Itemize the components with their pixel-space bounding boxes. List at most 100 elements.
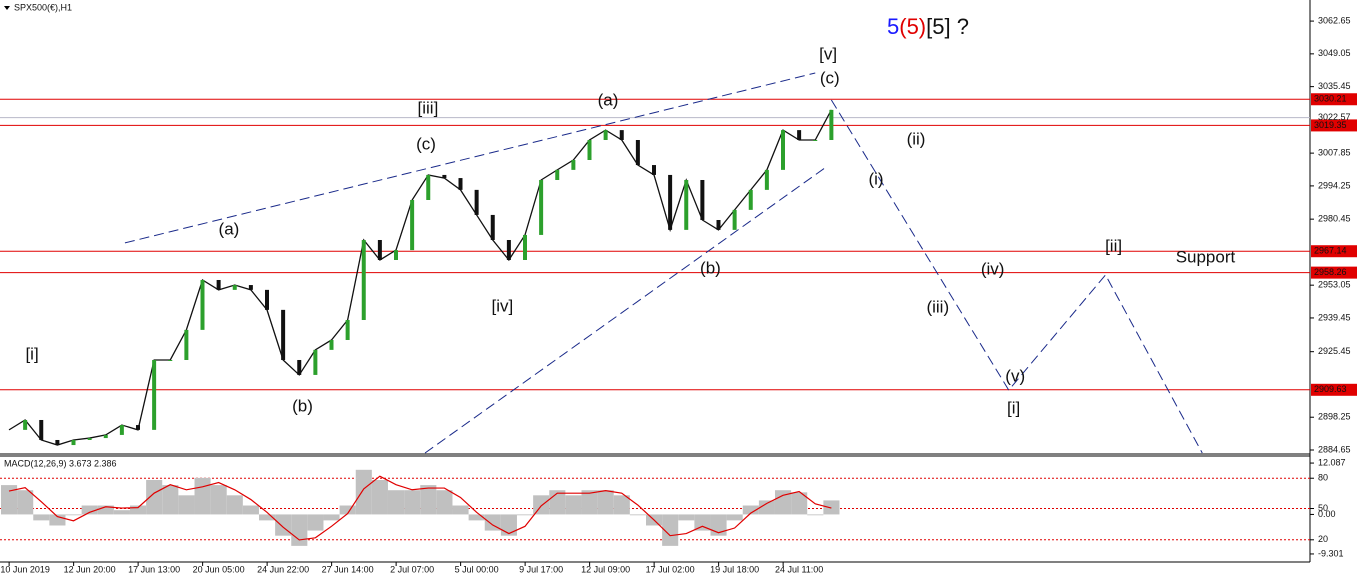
macd-bar [758, 500, 775, 515]
price-bar [700, 179, 705, 220]
price-bar [458, 178, 463, 190]
price-bar [748, 189, 753, 210]
level-label: 2909.63 [1314, 384, 1347, 394]
price-bar [813, 139, 818, 141]
macd-bar [710, 514, 727, 536]
price-bar [539, 179, 544, 235]
headline-part: 5 [887, 14, 899, 39]
macd-bar [404, 490, 421, 515]
price-bar [377, 239, 382, 260]
x-tick-label: 12 Jun 20:00 [64, 564, 116, 574]
price-bar [87, 438, 92, 440]
wave-label: (c) [416, 135, 436, 154]
macd-bar [275, 514, 292, 536]
symbol-title: SPX500(€),H1 [14, 2, 72, 12]
price-bar [410, 199, 415, 251]
wave-label: (v) [1005, 366, 1025, 385]
macd-bar [146, 480, 163, 515]
y-tick-label: 12.087 [1318, 457, 1346, 467]
price-bar [119, 425, 124, 435]
macd-bar [113, 510, 130, 515]
y-tick-label: 0.00 [1318, 509, 1336, 519]
macd-bar [678, 514, 695, 521]
price-bar [442, 174, 447, 179]
x-tick-label: 2 Jul 07:00 [390, 564, 434, 574]
wave-label: (b) [292, 396, 313, 415]
macd-bar [210, 485, 227, 515]
y-tick-label: 3035.45 [1318, 81, 1351, 91]
y-tick-label: 3007.85 [1318, 148, 1351, 158]
macd-bar [162, 485, 179, 515]
y-tick-label: 2994.25 [1318, 180, 1351, 190]
macd-bar [823, 500, 840, 515]
price-bar [603, 130, 608, 140]
forecast-path [830, 99, 1203, 454]
macd-bar [371, 480, 388, 515]
wave-label: Support [1176, 248, 1236, 267]
y-tick-label: 3049.05 [1318, 48, 1351, 58]
macd-bar [436, 490, 453, 515]
level-label: 3030.21 [1314, 94, 1347, 104]
level-label-box [1311, 93, 1357, 106]
macd-bar [468, 514, 485, 521]
y-tick-label: 20 [1318, 534, 1328, 544]
wave-label: (a) [219, 220, 240, 239]
wave-label: (c) [820, 69, 840, 88]
price-bar [764, 169, 769, 190]
price-bar [345, 319, 350, 340]
wave-label: (iii) [926, 297, 949, 316]
price-bar [394, 250, 398, 260]
macd-bar [694, 514, 711, 531]
macd-bar [597, 490, 614, 515]
price-bar [55, 439, 60, 446]
macd-bar [178, 495, 195, 515]
x-tick-label: 17 Jun 13:00 [128, 564, 180, 574]
macd-bar [339, 505, 356, 515]
wave-label: [i] [25, 344, 38, 363]
macd-bar [242, 505, 259, 515]
macd-bar [420, 485, 437, 515]
price-bar [71, 439, 76, 446]
macd-bar [500, 514, 517, 536]
y-tick-label: 80 [1318, 473, 1328, 483]
x-tick-label: 9 Jul 17:00 [519, 564, 563, 574]
macd-bar [533, 495, 550, 515]
x-tick-label: 24 Jun 22:00 [257, 564, 309, 574]
price-bar [426, 174, 431, 200]
price-bar [184, 329, 189, 360]
macd-bar [1, 485, 18, 515]
wave-label: [iv] [492, 296, 514, 315]
trendline [424, 167, 826, 454]
price-bar [474, 189, 479, 215]
symbol-menu-icon [4, 6, 10, 10]
macd-bar [49, 514, 66, 526]
y-tick-label: 50 [1318, 503, 1328, 513]
macd-bar [726, 514, 743, 521]
price-bar [587, 139, 592, 160]
macd-bar [613, 495, 630, 515]
macd-bar [130, 505, 147, 515]
current-price-label: 3022.57 [1318, 112, 1351, 122]
price-bar [829, 109, 834, 140]
x-tick-label: 24 Jul 11:00 [775, 564, 823, 574]
level-label-box [1311, 119, 1357, 132]
wave-label: (iv) [981, 259, 1005, 278]
wave-label: [i] [1007, 398, 1020, 417]
signal-line [8, 475, 832, 541]
price-bar [571, 159, 576, 170]
macd-bar [97, 505, 114, 515]
price-bar [732, 209, 737, 230]
price-bar [39, 419, 44, 440]
macd-bar [323, 514, 340, 521]
macd-bar [581, 490, 598, 515]
macd-bar [355, 469, 372, 515]
price-bar [716, 219, 721, 230]
price-bar [555, 169, 560, 180]
price-bar [265, 289, 269, 310]
price-bar [506, 239, 511, 260]
price-bar [248, 285, 253, 290]
price-bar [297, 359, 302, 375]
headline-part: (5) [899, 14, 926, 39]
y-tick-label: 2980.45 [1318, 214, 1351, 224]
